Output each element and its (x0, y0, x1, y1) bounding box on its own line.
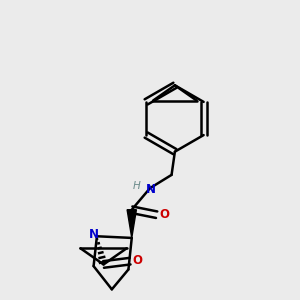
Text: N: N (88, 228, 99, 241)
Text: H: H (133, 181, 141, 190)
Text: N: N (146, 183, 156, 196)
Text: O: O (132, 254, 142, 267)
Text: O: O (159, 208, 169, 220)
Polygon shape (127, 210, 136, 238)
